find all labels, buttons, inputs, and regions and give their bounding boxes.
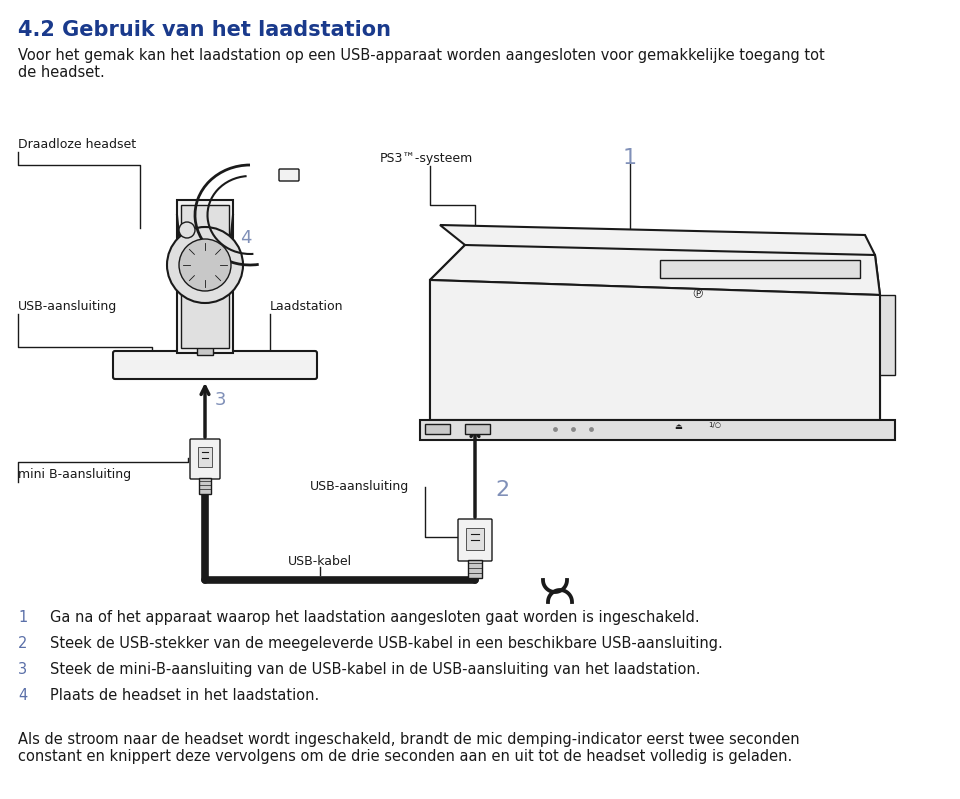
Polygon shape <box>430 280 880 420</box>
Polygon shape <box>430 245 880 295</box>
Circle shape <box>179 222 195 238</box>
Bar <box>466 528 484 550</box>
Bar <box>660 260 860 278</box>
Circle shape <box>167 227 243 303</box>
Bar <box>181 205 229 348</box>
Bar <box>177 200 233 353</box>
Circle shape <box>179 239 231 291</box>
Text: 1: 1 <box>18 610 27 625</box>
FancyBboxPatch shape <box>190 439 220 479</box>
Text: Draadloze headset: Draadloze headset <box>18 138 136 151</box>
Text: 3: 3 <box>215 391 227 409</box>
FancyBboxPatch shape <box>279 169 299 181</box>
Text: mini B-aansluiting: mini B-aansluiting <box>18 468 132 481</box>
Text: USB-aansluiting: USB-aansluiting <box>18 300 117 313</box>
FancyBboxPatch shape <box>458 519 492 561</box>
Polygon shape <box>420 420 895 440</box>
Bar <box>197 345 213 355</box>
Text: 1: 1 <box>623 148 637 168</box>
Text: 4: 4 <box>240 229 252 247</box>
Text: Voor het gemak kan het laadstation op een USB-apparaat worden aangesloten voor g: Voor het gemak kan het laadstation op ee… <box>18 48 825 63</box>
Text: Ga na of het apparaat waarop het laadstation aangesloten gaat worden is ingescha: Ga na of het apparaat waarop het laadsta… <box>50 610 700 625</box>
Bar <box>465 424 490 434</box>
Bar <box>468 560 482 578</box>
Text: 2: 2 <box>18 636 28 651</box>
Polygon shape <box>430 225 880 420</box>
Text: Steek de mini-B-aansluiting van de USB-kabel in de USB-aansluiting van het laads: Steek de mini-B-aansluiting van de USB-k… <box>50 662 701 677</box>
Text: Laadstation: Laadstation <box>270 300 344 313</box>
Text: 2: 2 <box>495 480 509 500</box>
Text: ℗: ℗ <box>692 288 705 301</box>
Text: 4.2 Gebruik van het laadstation: 4.2 Gebruik van het laadstation <box>18 20 391 40</box>
Bar <box>425 424 450 434</box>
Text: USB-kabel: USB-kabel <box>288 555 352 568</box>
Text: 3: 3 <box>18 662 27 677</box>
Text: Plaats de headset in het laadstation.: Plaats de headset in het laadstation. <box>50 688 320 703</box>
Text: ⏏: ⏏ <box>674 422 682 431</box>
Bar <box>875 295 895 375</box>
Bar <box>199 478 211 494</box>
Text: de headset.: de headset. <box>18 65 105 80</box>
Text: Als de stroom naar de headset wordt ingeschakeld, brandt de mic demping-indicato: Als de stroom naar de headset wordt inge… <box>18 732 800 765</box>
Text: 1/○: 1/○ <box>708 422 722 428</box>
Text: 4: 4 <box>18 688 27 703</box>
FancyBboxPatch shape <box>113 351 317 379</box>
Text: PS3™-systeem: PS3™-systeem <box>380 152 473 165</box>
Bar <box>198 447 212 467</box>
Text: USB-aansluiting: USB-aansluiting <box>310 480 409 493</box>
Text: Steek de USB-stekker van de meegeleverde USB-kabel in een beschikbare USB-aanslu: Steek de USB-stekker van de meegeleverde… <box>50 636 723 651</box>
